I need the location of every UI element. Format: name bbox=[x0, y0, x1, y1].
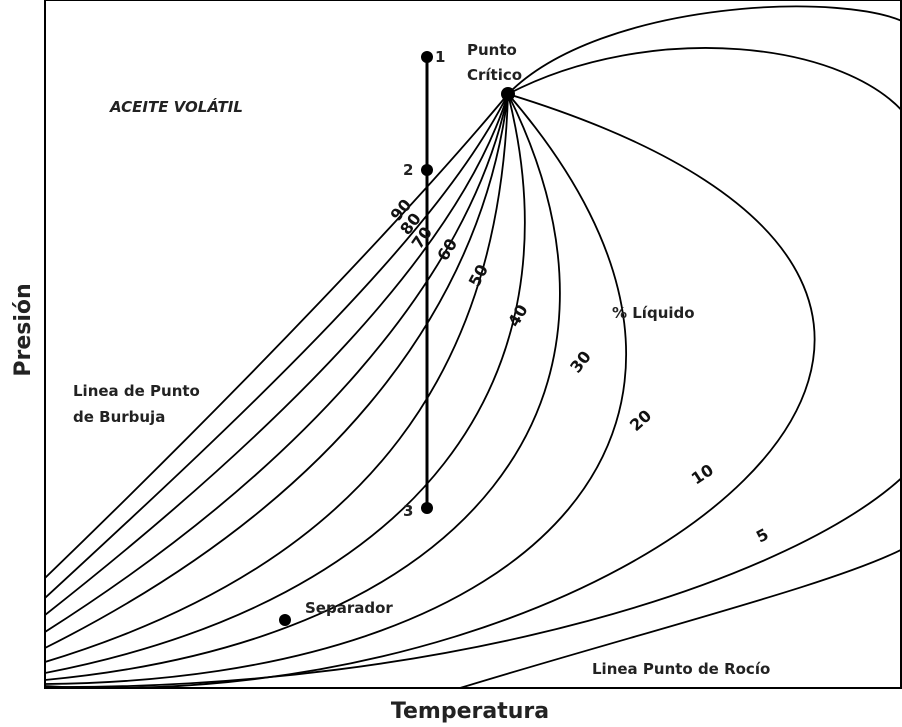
curve-label: 5 bbox=[753, 525, 772, 547]
separator-point bbox=[279, 614, 291, 626]
curve-30 bbox=[45, 93, 561, 681]
point-label: 3 bbox=[403, 502, 413, 520]
curve-70 bbox=[45, 93, 509, 633]
critical-point bbox=[501, 87, 515, 101]
dew-label: Linea Punto de Rocío bbox=[592, 660, 770, 678]
y-axis-label: Presión bbox=[11, 283, 36, 376]
curve-label: 50 bbox=[465, 261, 492, 290]
curve-label: 10 bbox=[688, 460, 717, 488]
point bbox=[421, 51, 433, 63]
bubble-label: Linea de Punto bbox=[73, 382, 200, 400]
liquid-label: % Líquido bbox=[612, 304, 695, 322]
curve-5 bbox=[45, 476, 902, 688]
curve-80 bbox=[45, 93, 509, 616]
dew-curve-bottom bbox=[459, 548, 902, 688]
critical-label: Crítico bbox=[467, 66, 522, 84]
point bbox=[421, 164, 433, 176]
bubble-label: de Burbuja bbox=[73, 408, 165, 426]
x-axis-label: Temperatura bbox=[391, 699, 549, 724]
curves bbox=[45, 5, 902, 688]
curve-10 bbox=[45, 93, 816, 688]
point-label: 1 bbox=[435, 48, 445, 66]
curve-label: 60 bbox=[433, 235, 461, 264]
frame bbox=[44, 0, 902, 689]
curve-90 bbox=[45, 93, 509, 599]
curve-label: 20 bbox=[626, 406, 655, 435]
point-label: 2 bbox=[403, 161, 413, 179]
dew-curve-top bbox=[507, 5, 902, 95]
region-label: ACEITE VOLÁTIL bbox=[109, 97, 243, 116]
separator-label: Separador bbox=[305, 599, 393, 617]
point bbox=[421, 502, 433, 514]
curve-label: 30 bbox=[566, 347, 595, 376]
curve-20 bbox=[45, 93, 627, 685]
critical-label: Punto bbox=[467, 41, 517, 59]
curve-60 bbox=[45, 93, 509, 649]
bubble-curve bbox=[45, 93, 509, 579]
curve-label: 40 bbox=[504, 301, 532, 330]
curve-5-top bbox=[507, 47, 902, 113]
curve-50 bbox=[45, 93, 509, 663]
curve-40 bbox=[45, 93, 526, 674]
